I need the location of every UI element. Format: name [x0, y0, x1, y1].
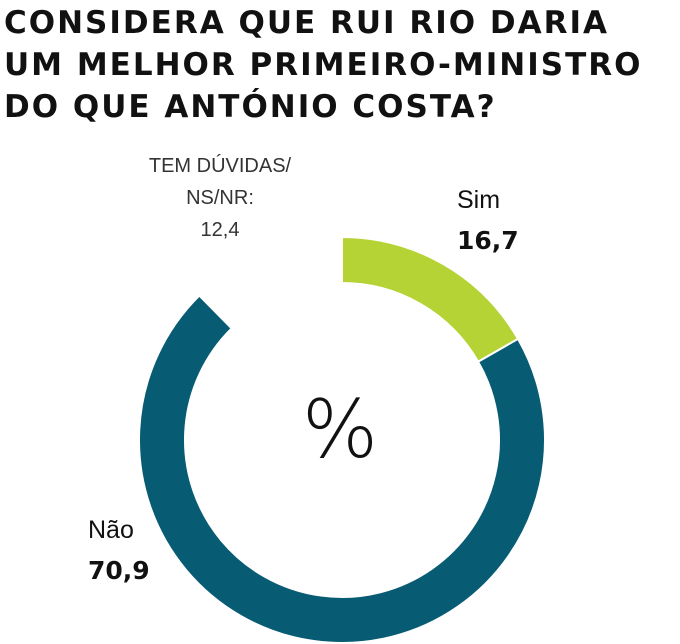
slice-label-sim: Sim	[457, 186, 501, 214]
slice-label-nao: Não	[88, 516, 134, 544]
donut-slice-sim	[341, 235, 520, 364]
chart-title: CONSIDERA QUE RUI RIO DARIA UM MELHOR PR…	[4, 2, 680, 128]
title-line-2: UM MELHOR PRIMEIRO-MINISTRO	[4, 47, 643, 83]
donut-slice-nao	[138, 294, 546, 644]
title-line-1: CONSIDERA QUE RUI RIO DARIA	[4, 5, 610, 41]
slice-value-nao: 70,9	[88, 556, 150, 585]
slice-value-sim: 16,7	[457, 226, 519, 255]
percent-symbol: %	[301, 383, 378, 476]
slice-value-tem-duvidas: 12,4	[200, 219, 240, 241]
slice-label-tem-duvidas-line-1: TEM DÚVIDAS/	[148, 155, 292, 177]
title-line-3: DO QUE ANTÓNIO COSTA?	[4, 89, 497, 125]
slice-label-tem-duvidas-line-2: NS/NR:	[186, 187, 254, 209]
slice-label-tem-duvidas: TEM DÚVIDAS/ NS/NR: 12,4	[120, 150, 320, 246]
donut-slice-tem-duvidas	[197, 235, 343, 330]
